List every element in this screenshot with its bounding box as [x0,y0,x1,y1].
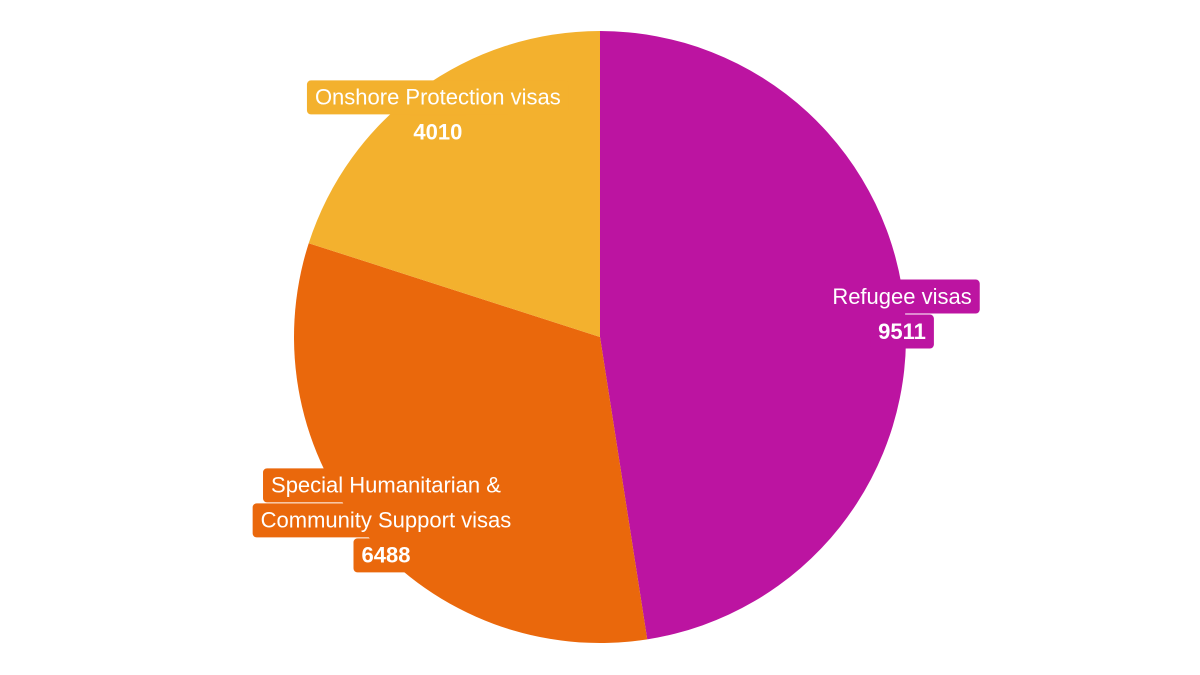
slice-name-label: Onshore Protection visas [315,85,561,110]
slice-label-refugee-visas: Refugee visas 9511 [824,279,980,349]
slice-value-label: 6488 [361,543,410,568]
slice-name-label: Refugee visas [832,284,971,309]
slice-name-label: Community Support visas [261,508,512,533]
slice-label-background [405,115,471,150]
slice-label-onshore-protection-visas: Onshore Protection visas 4010 [306,80,569,150]
slice-label-background [824,279,980,314]
slice-value-label: 4010 [413,120,462,145]
pie-labels: Refugee visas 9511 Special Humanitarian & C… [252,80,980,573]
slice-label-background [353,538,419,573]
slice-label-background [252,503,520,538]
slice-label-special-humanitarian-and-community-support-visas: Special Humanitarian & Community Support … [252,468,520,573]
slice-label-background [870,314,934,349]
slice-label-background [263,468,510,503]
pie-slices [293,30,907,643]
slice-name-label: Special Humanitarian & [271,473,501,498]
pie-slice-refugee-visas [600,31,907,640]
slice-label-background [306,80,569,115]
slice-value-label: 9511 [878,319,926,344]
